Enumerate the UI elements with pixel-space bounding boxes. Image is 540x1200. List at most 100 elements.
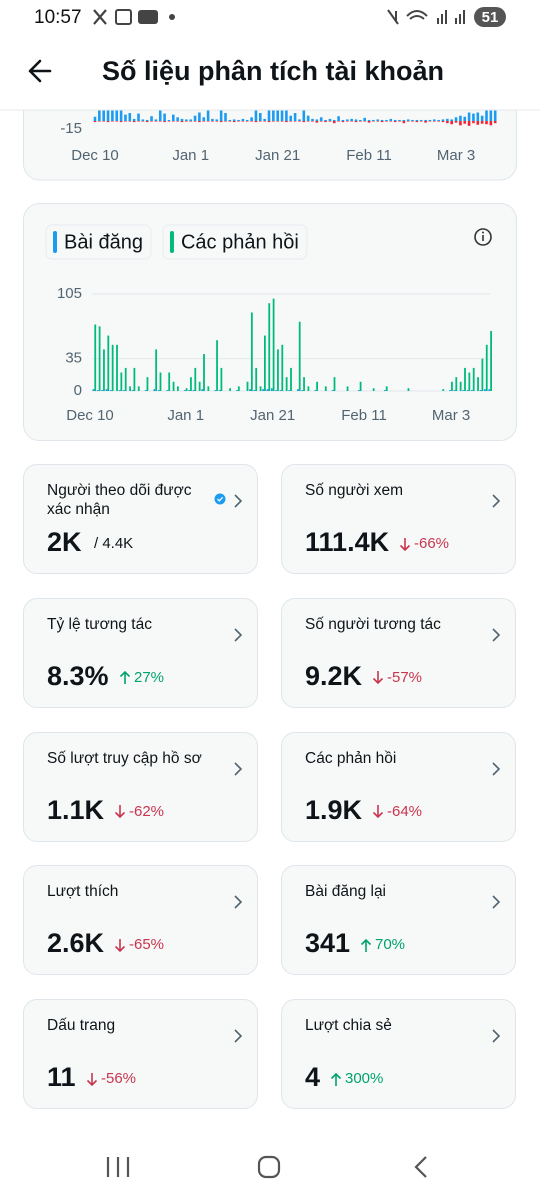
metric-card[interactable]: Bài đăng lại 341 70%	[281, 865, 516, 976]
bar	[105, 389, 108, 391]
nav-recents[interactable]	[106, 1157, 130, 1177]
bar	[298, 321, 301, 391]
bar	[245, 121, 249, 122]
bar	[398, 119, 401, 122]
metric-label: Các phản hồi	[305, 749, 397, 767]
bar	[106, 110, 110, 122]
bar	[190, 377, 192, 391]
bar	[385, 386, 388, 391]
bar	[237, 119, 240, 122]
back-button[interactable]	[28, 59, 52, 83]
metric-value: 11	[47, 1062, 76, 1093]
bar	[236, 390, 238, 391]
metric-card[interactable]: Số lượt truy cập hồ sơ 1.1K -62%	[23, 731, 258, 842]
metric-value: 9.2K	[305, 660, 363, 691]
bar	[183, 390, 186, 391]
metric-change: -66%	[399, 535, 449, 553]
bar	[232, 121, 236, 123]
x-tick-label: Feb 11	[346, 147, 392, 164]
bar	[493, 110, 497, 122]
bar	[424, 121, 427, 123]
bar	[153, 389, 156, 391]
nav-home[interactable]	[257, 1155, 281, 1179]
bar	[103, 349, 105, 391]
bar	[459, 381, 462, 391]
metric-change: -62%	[114, 803, 164, 821]
bar	[193, 121, 197, 122]
bar	[297, 389, 299, 391]
bar	[376, 121, 380, 122]
bar	[224, 113, 227, 122]
bar	[167, 119, 171, 122]
bar	[301, 390, 304, 391]
bar	[488, 389, 491, 391]
bar	[275, 390, 278, 391]
bar	[229, 388, 231, 391]
bar	[451, 381, 453, 391]
bar	[289, 121, 293, 122]
bar	[466, 390, 469, 391]
bar	[493, 121, 497, 124]
bar	[389, 121, 393, 122]
metric-change-text: -62%	[129, 802, 165, 820]
bar	[96, 390, 99, 391]
metric-card[interactable]: Các phản hồi 1.9K -64%	[281, 731, 516, 842]
metric-card[interactable]: Lượt thích 2.6K -65%	[23, 865, 258, 976]
bar	[154, 119, 158, 122]
bar	[463, 121, 467, 124]
nav-bar	[106, 1155, 427, 1179]
chevron	[492, 494, 501, 508]
nav-back[interactable]	[414, 1156, 427, 1178]
x-tick-label: Jan 1	[172, 147, 209, 164]
bar	[124, 114, 127, 122]
bar	[372, 121, 375, 122]
bar	[216, 340, 218, 391]
bar	[215, 121, 219, 122]
bar	[367, 121, 371, 123]
bar	[459, 121, 462, 126]
bar	[415, 119, 419, 122]
bar	[276, 121, 279, 122]
bar	[398, 121, 401, 122]
metric-change-text: -65%	[129, 936, 165, 954]
bar	[215, 119, 219, 122]
metric-card[interactable]: Người theo dõi được xác nhận 2K / 4.4K	[23, 464, 258, 574]
bar	[331, 390, 334, 391]
bar	[490, 330, 492, 391]
bar	[254, 110, 258, 122]
metric-change-text: / 4.4K	[94, 535, 134, 552]
metric-change: 70%	[360, 936, 405, 954]
bar	[389, 118, 393, 122]
metric-label: Số người tương tác	[305, 615, 441, 633]
bar	[111, 344, 114, 391]
bar	[419, 121, 423, 122]
info-icon[interactable]	[474, 228, 492, 246]
bar	[228, 119, 232, 122]
bar	[185, 388, 188, 391]
bar	[93, 121, 97, 123]
trend-arrow	[86, 1072, 98, 1086]
bar	[219, 110, 223, 122]
bar	[437, 121, 440, 122]
metric-card[interactable]: Số người xem 111.4K -66%	[281, 464, 516, 574]
bar	[350, 118, 353, 122]
bar	[441, 119, 445, 122]
metric-card[interactable]: Lượt chia sẻ 4 300%	[281, 999, 516, 1110]
bar	[476, 121, 480, 125]
bar	[192, 390, 195, 391]
metric-change: -56%	[86, 1070, 136, 1088]
trend-arrow	[114, 938, 126, 953]
bar	[115, 121, 119, 122]
bar	[302, 110, 306, 122]
metric-change-text: -66%	[414, 535, 450, 552]
bar	[107, 335, 110, 391]
y-tick-label: 105	[57, 285, 82, 302]
bar	[264, 335, 266, 391]
metric-card[interactable]: Số người tương tác 9.2K -57%	[281, 597, 516, 708]
bar	[280, 121, 284, 122]
chevron	[492, 1029, 501, 1043]
metric-label: Người theo dõi được xác nhận	[47, 482, 192, 518]
metric-card[interactable]: Tỷ lệ tương tác 8.3% 27%	[23, 597, 258, 708]
app-bar-bg	[0, 0, 540, 110]
metric-card[interactable]: Dấu trang 11 -56%	[23, 999, 258, 1110]
